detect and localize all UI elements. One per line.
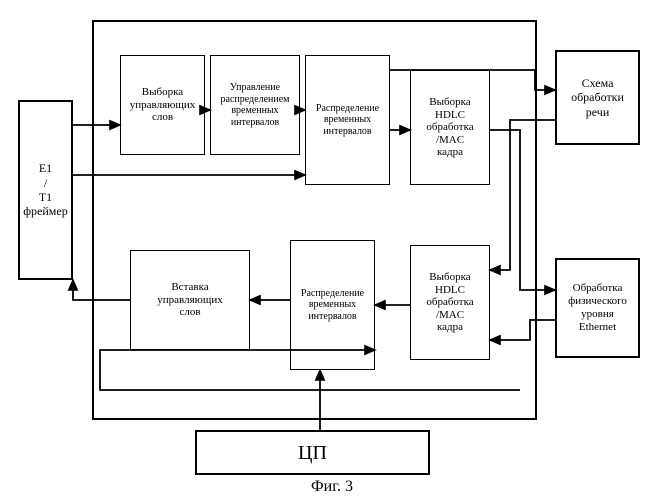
top-sel-ctrl: Выборка управляющих слов <box>120 55 205 155</box>
top-ts-mgmt: Управление распределением временных инте… <box>210 55 300 155</box>
top-hdlc: Выборка HDLC обработка /MAC кадра <box>410 70 490 185</box>
ethernet-block: Обработка физического уровня Ethernet <box>555 258 640 358</box>
bottom-hdlc: Выборка HDLC обработка /MAC кадра <box>410 245 490 360</box>
figure-caption: Фиг. 3 <box>0 478 664 496</box>
bottom-ins-ctrl: Вставка управляющих слов <box>130 250 250 350</box>
cpu-block: ЦП <box>195 430 430 475</box>
speech-block: Схема обработки речи <box>555 50 640 145</box>
bottom-ts-dist: Распределение временных интервалов <box>290 240 375 370</box>
framer-block: E1 / T1 фреймер <box>18 100 73 280</box>
top-ts-dist: Распределение временных интервалов <box>305 55 390 185</box>
